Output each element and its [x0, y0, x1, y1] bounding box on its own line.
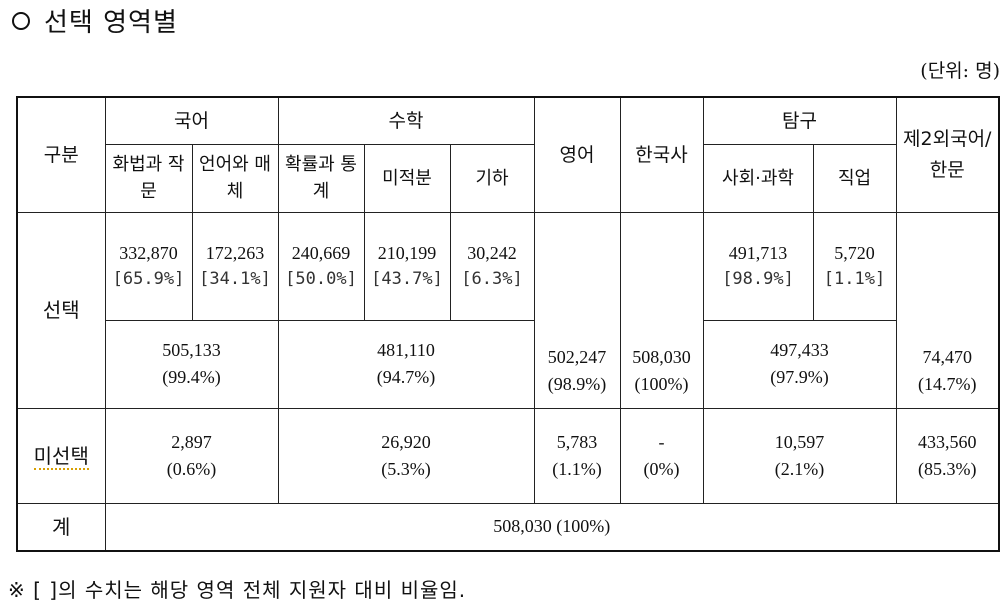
cell-korean-speech: 332,870 [65.9%]: [104, 211, 193, 321]
header-math: 수학: [277, 96, 535, 145]
cell-math-geometry: 30,242 [6.3%]: [449, 211, 535, 321]
cell-history-unselected: - (0%): [619, 407, 704, 504]
header-korean-language: 언어와 매체: [191, 143, 279, 213]
header-history: 한국사: [619, 96, 704, 213]
header-category: 구분: [16, 96, 106, 213]
header-math-calculus: 미적분: [363, 143, 451, 213]
cell-second-language-selected: 74,470 (14.7%): [895, 211, 1000, 409]
cell-korean-language: 172,263 [34.1%]: [191, 211, 279, 321]
cell-math-probability: 240,669 [50.0%]: [277, 211, 365, 321]
cell-math-selected-total: 481,110 (94.7%): [277, 319, 535, 409]
header-korean: 국어: [104, 96, 279, 145]
cell-inquiry-selected-total: 497,433 (97.9%): [702, 319, 897, 409]
row-label-total: 계: [16, 502, 106, 552]
cell-second-language-unselected: 433,560 (85.3%): [895, 407, 1000, 504]
header-math-geometry: 기하: [449, 143, 535, 213]
circle-bullet-icon: [12, 11, 30, 30]
cell-math-calculus: 210,199 [43.7%]: [363, 211, 451, 321]
cell-inquiry-social-science: 491,713 [98.9%]: [702, 211, 814, 321]
section-title-text: 선택 영역별: [44, 8, 178, 38]
header-math-probability: 확률과 통계: [277, 143, 365, 213]
footnote: ※ [ ]의 수치는 해당 영역 전체 지원자 대비 비율임.: [8, 578, 467, 602]
cell-korean-selected-total: 505,133 (99.4%): [104, 319, 279, 409]
cell-english-unselected: 5,783 (1.1%): [533, 407, 621, 504]
header-inquiry-vocational: 직업: [812, 143, 897, 213]
unit-label: (단위: 명): [920, 60, 1000, 82]
cell-inquiry-vocational: 5,720 [1.1%]: [812, 211, 897, 321]
cell-history-selected: 508,030 (100%): [619, 211, 704, 409]
row-label-selected: 선택: [16, 211, 106, 409]
section-title: 선택 영역별: [12, 2, 178, 39]
row-label-unselected: 미선택: [16, 407, 106, 504]
header-second-language: 제2외국어/한문: [895, 96, 1000, 213]
cell-inquiry-unselected: 10,597 (2.1%): [702, 407, 897, 504]
header-inquiry-social-science: 사회·과학: [702, 143, 814, 213]
cell-total-value: 508,030 (100%): [104, 502, 1000, 552]
cell-korean-unselected: 2,897 (0.6%): [104, 407, 279, 504]
header-english: 영어: [533, 96, 621, 213]
selection-stats-table: 구분 국어 수학 영어 한국사 탐구 제2외국어/한문 화법과 작문 언어와 매…: [16, 96, 1001, 552]
cell-english-selected: 502,247 (98.9%): [533, 211, 621, 409]
header-inquiry: 탐구: [702, 96, 897, 145]
cell-math-unselected: 26,920 (5.3%): [277, 407, 535, 504]
header-korean-speech: 화법과 작문: [104, 143, 193, 213]
